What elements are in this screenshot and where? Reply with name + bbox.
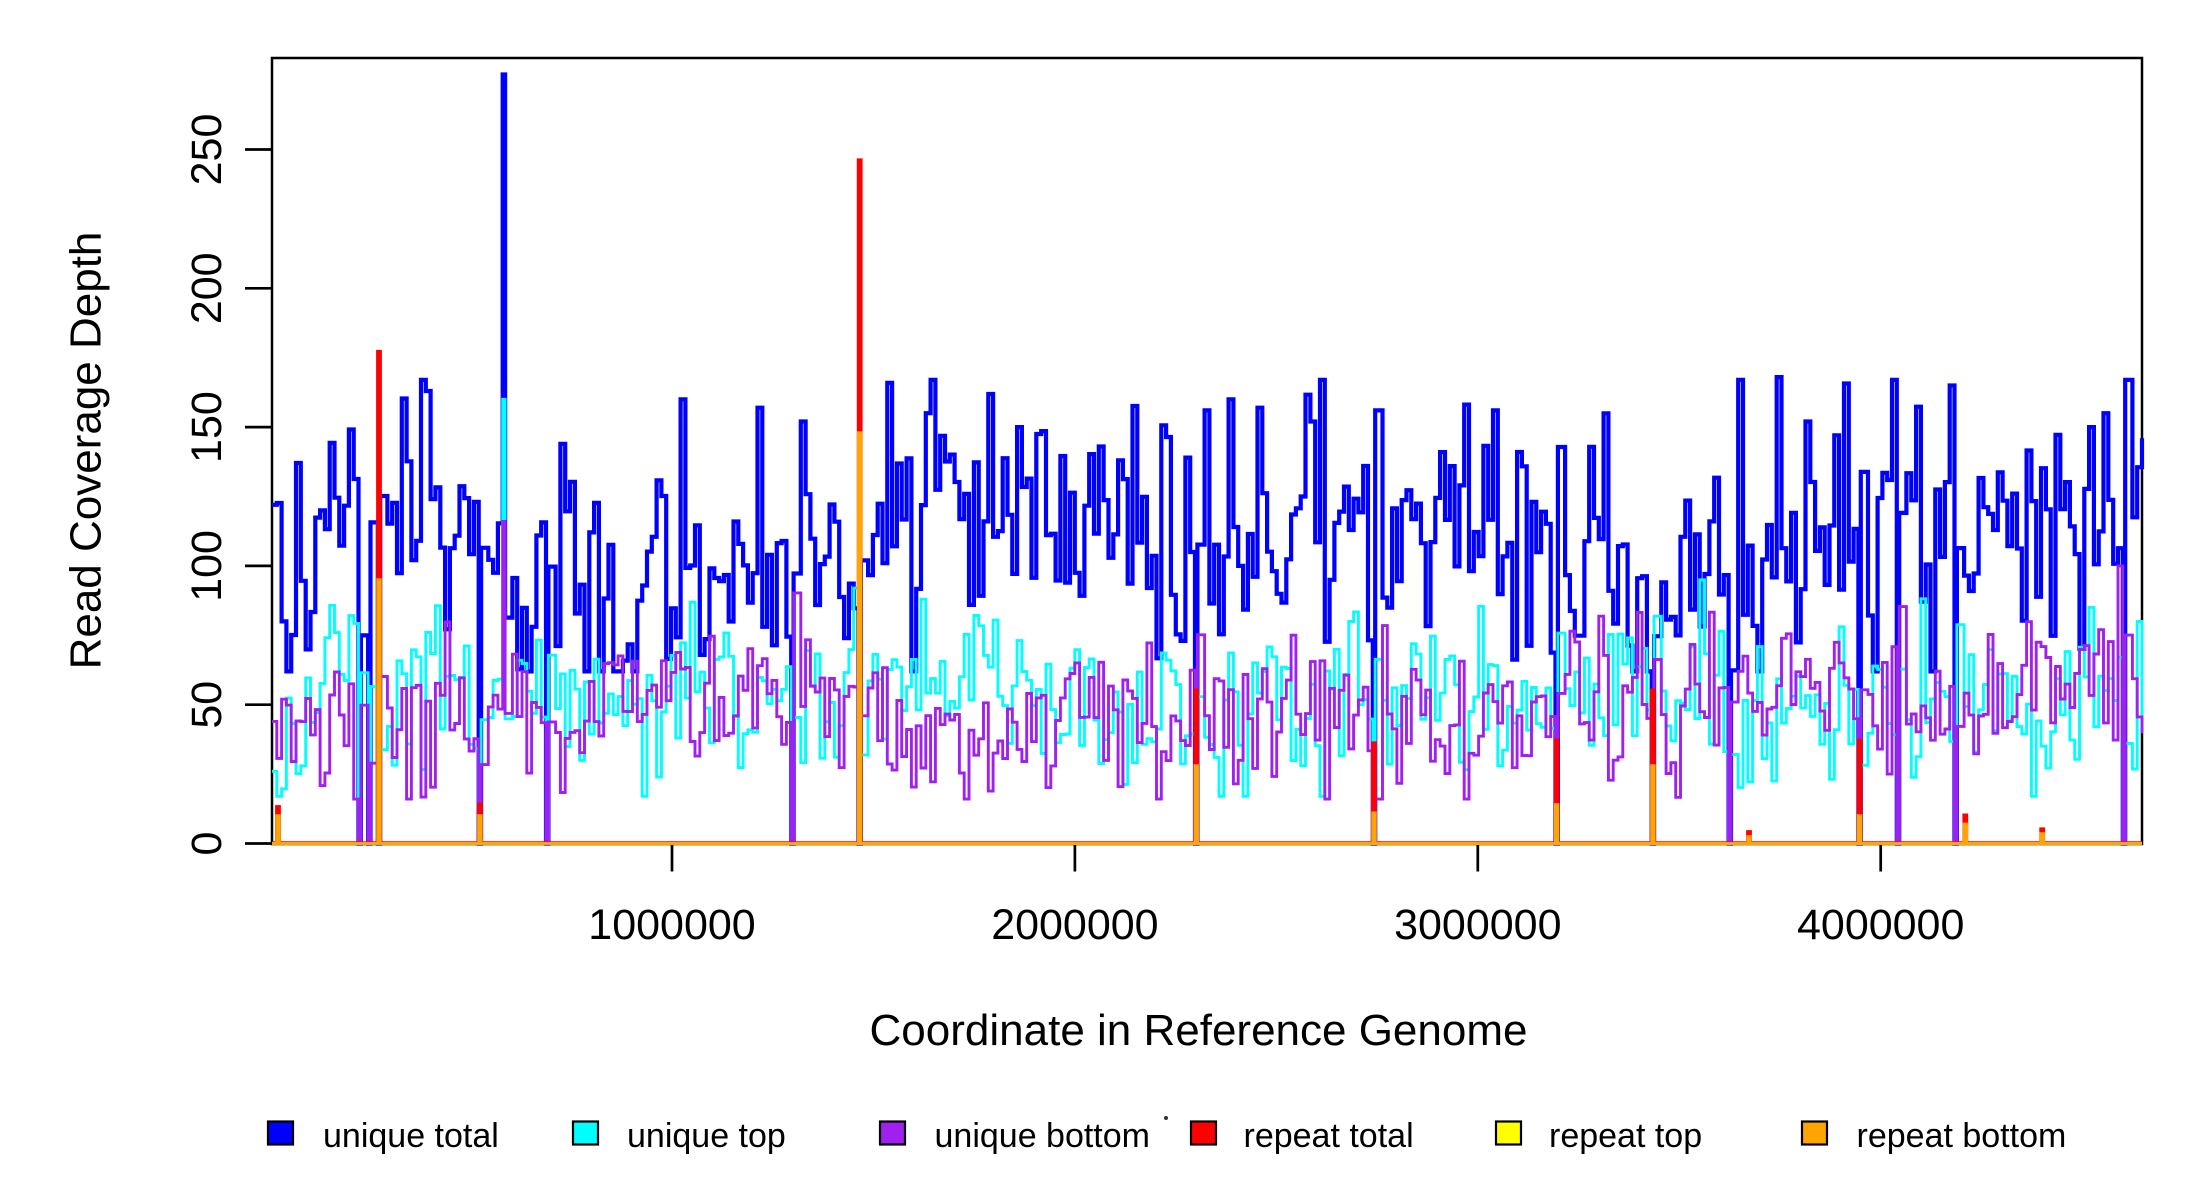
svg-text:1000000: 1000000 — [588, 901, 755, 949]
svg-text:repeat bottom: repeat bottom — [1857, 1117, 2067, 1155]
svg-text:unique total: unique total — [323, 1117, 499, 1155]
svg-text:200: 200 — [183, 252, 231, 324]
svg-text:4000000: 4000000 — [1797, 901, 1964, 949]
svg-text:repeat total: repeat total — [1244, 1117, 1414, 1155]
svg-text:unique bottom: unique bottom — [935, 1117, 1151, 1155]
svg-text:2000000: 2000000 — [991, 901, 1158, 949]
svg-text:Coordinate in Reference Genome: Coordinate in Reference Genome — [870, 1006, 1528, 1055]
svg-text:250: 250 — [183, 114, 231, 186]
svg-text:unique top: unique top — [627, 1117, 786, 1155]
svg-text:50: 50 — [183, 681, 231, 729]
svg-text:100: 100 — [183, 530, 231, 602]
svg-text:3000000: 3000000 — [1394, 901, 1561, 949]
svg-text:150: 150 — [183, 391, 231, 463]
svg-text:Read Coverage Depth: Read Coverage Depth — [62, 232, 111, 670]
svg-text:repeat top: repeat top — [1549, 1117, 1702, 1155]
svg-text:0: 0 — [183, 832, 231, 856]
